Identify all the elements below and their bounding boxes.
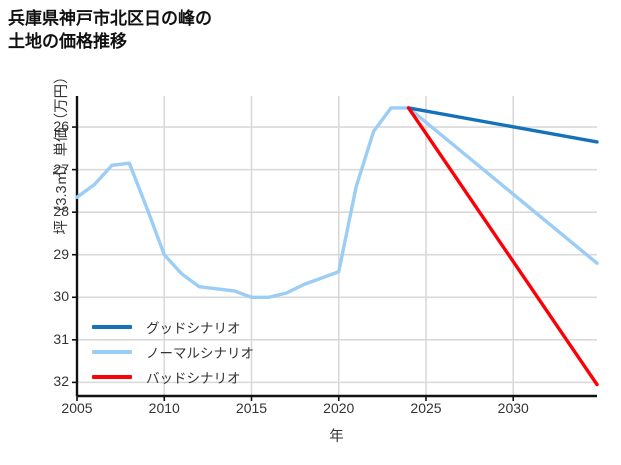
x-tick-label: 2015 bbox=[235, 400, 268, 416]
y-tick-label: 28 bbox=[53, 203, 69, 220]
x-tick-label: 2010 bbox=[148, 400, 180, 416]
x-tick-label: 2005 bbox=[61, 400, 93, 416]
legend-item-good[interactable]: グッドシナリオ bbox=[92, 314, 254, 339]
x-tick-label: 2030 bbox=[497, 400, 529, 416]
data-series bbox=[75, 106, 599, 387]
y-tick-label: 31 bbox=[53, 330, 69, 347]
page-title: 兵庫県神戸市北区日の峰の 土地の価格推移 bbox=[8, 9, 212, 51]
y-tick-label: 27 bbox=[53, 160, 69, 177]
legend-label-normal: ノーマルシナリオ bbox=[146, 345, 254, 361]
x-tick-label: 2025 bbox=[410, 400, 442, 416]
legend-swatch-normal bbox=[92, 349, 132, 354]
legend-swatch-bad bbox=[92, 374, 132, 379]
y-tick-label: 29 bbox=[53, 245, 69, 262]
legend-label-good: グッドシナリオ bbox=[146, 320, 241, 336]
x-tick-label: 2020 bbox=[323, 400, 355, 416]
axis-ticks bbox=[72, 126, 515, 401]
y-tick-label: 32 bbox=[53, 373, 69, 390]
chart-legend: グッドシナリオ ノーマルシナリオ バッドシナリオ bbox=[92, 314, 254, 389]
legend-item-normal[interactable]: ノーマルシナリオ bbox=[92, 339, 254, 364]
x-axis-title: 年 bbox=[329, 429, 344, 445]
legend-item-bad[interactable]: バッドシナリオ bbox=[92, 364, 254, 389]
legend-label-bad: バッドシナリオ bbox=[146, 370, 241, 386]
y-tick-label: 26 bbox=[53, 118, 69, 135]
legend-swatch-good bbox=[92, 324, 132, 329]
y-tick-label: 30 bbox=[53, 288, 69, 305]
